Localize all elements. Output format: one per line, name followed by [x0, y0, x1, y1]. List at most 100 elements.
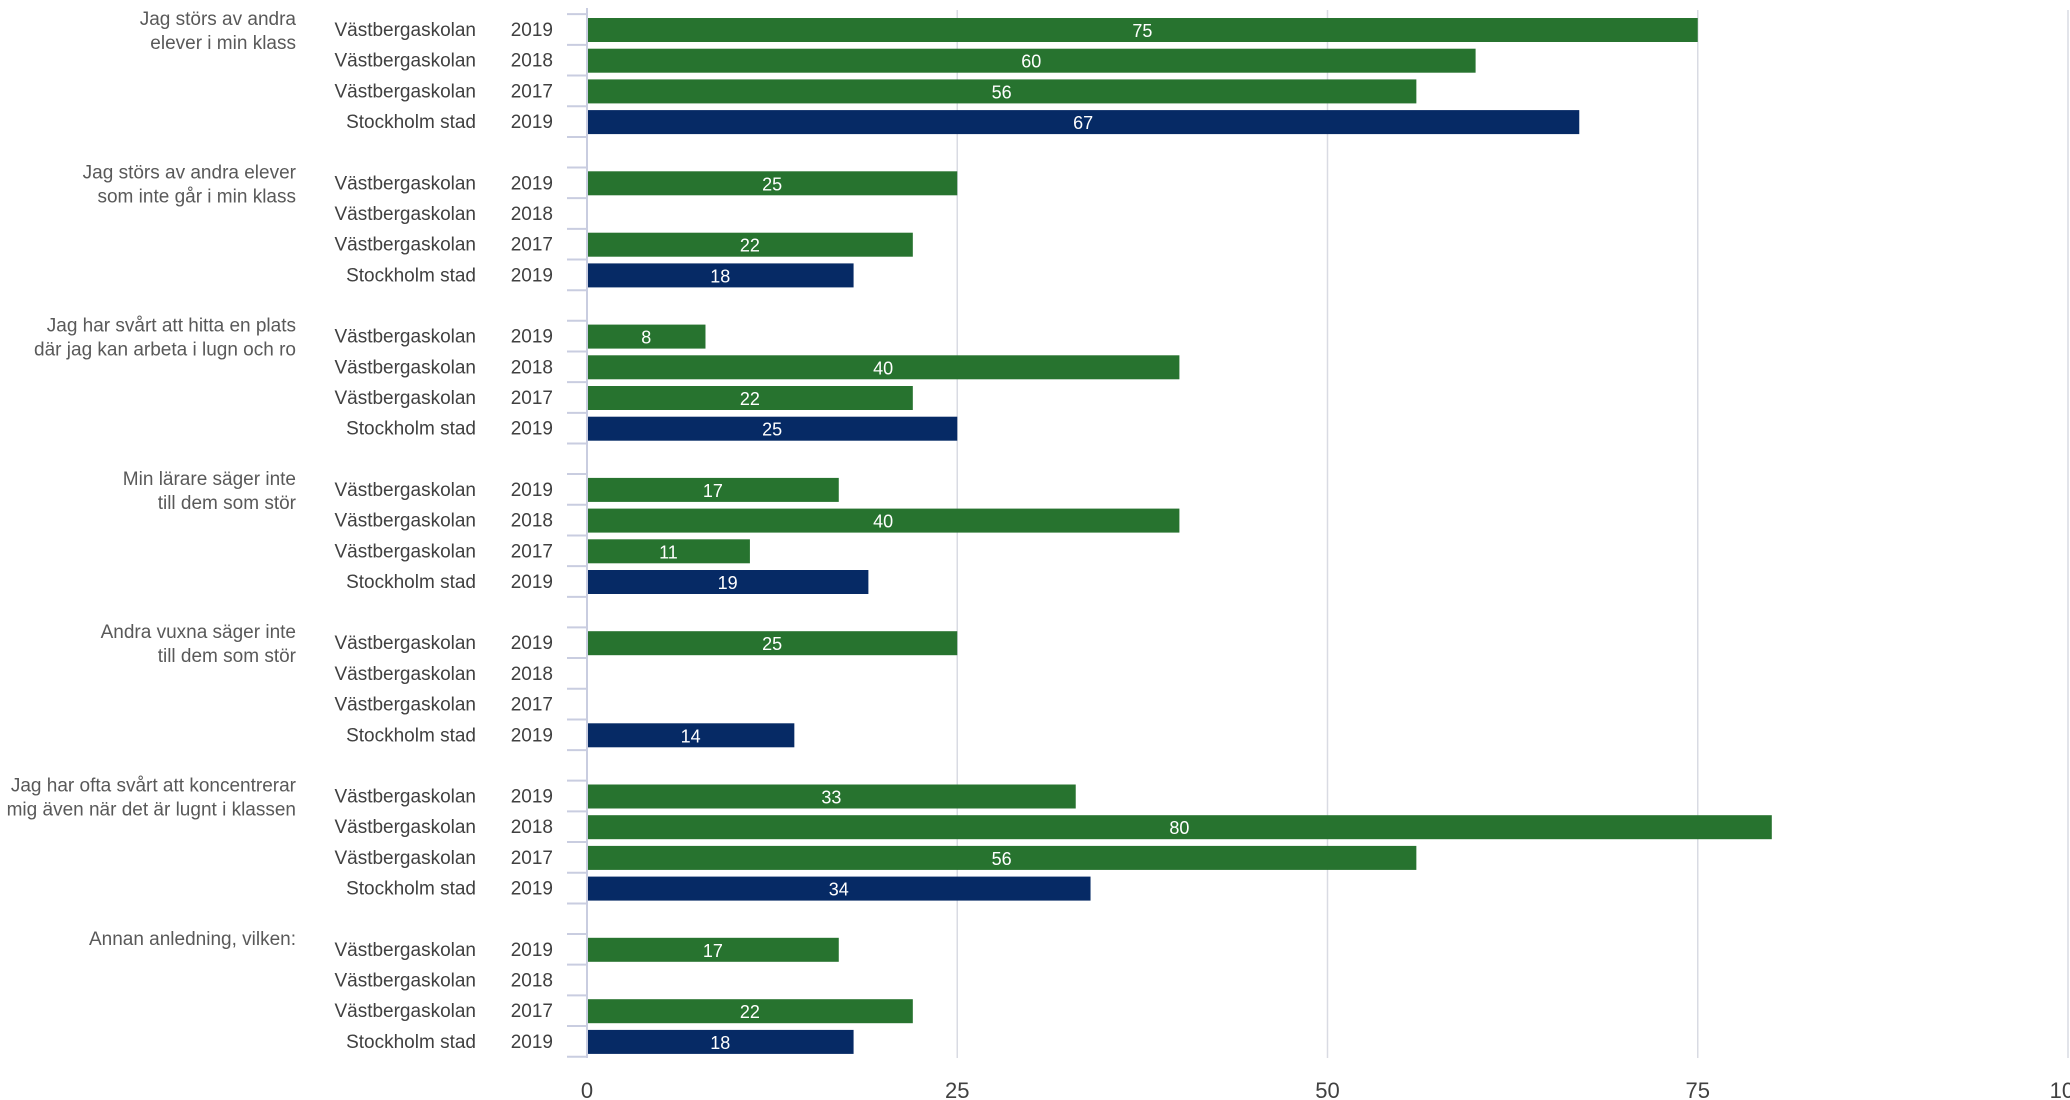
- data-label: 67: [1073, 113, 1093, 133]
- school-label: Västbergaskolan: [334, 20, 476, 41]
- bar: [587, 570, 869, 594]
- bar: [587, 631, 958, 656]
- data-label: 25: [762, 174, 782, 194]
- group-label: Jag störs av andra elever i min klass: [140, 9, 297, 54]
- data-label: 19: [718, 573, 738, 593]
- school-label: Västbergaskolan: [334, 787, 476, 808]
- bar: [587, 723, 795, 748]
- bar: [587, 355, 1180, 380]
- group-label: Jag har svårt att hitta en plats där jag …: [34, 316, 296, 361]
- category-labels: Jag störs av andra elever i min klass Väst…: [7, 9, 553, 1053]
- school-label: Västbergaskolan: [334, 848, 476, 869]
- data-label: 11: [659, 542, 678, 562]
- year-label: 2018: [511, 971, 553, 992]
- year-label: 2017: [511, 695, 553, 716]
- school-label: Västbergaskolan: [334, 388, 476, 409]
- data-label: 40: [873, 512, 893, 532]
- school-label: Västbergaskolan: [334, 327, 476, 348]
- school-label: Stockholm stad: [346, 1032, 476, 1053]
- school-label: Västbergaskolan: [334, 695, 476, 716]
- bars: 7560566725221884022251740111925143380563…: [587, 18, 1772, 1054]
- data-label: 80: [1169, 818, 1189, 838]
- data-label: 22: [740, 236, 760, 256]
- year-label: 2018: [511, 204, 553, 225]
- bar: [587, 508, 1180, 533]
- data-label: 34: [829, 880, 849, 900]
- data-label: 60: [1021, 52, 1041, 72]
- x-tick-label: 50: [1315, 1078, 1339, 1100]
- school-label: Stockholm stad: [346, 265, 476, 286]
- year-label: 2019: [511, 633, 553, 654]
- bar: [587, 324, 706, 349]
- year-label: 2019: [511, 265, 553, 286]
- year-label: 2019: [511, 879, 553, 900]
- school-label: Stockholm stad: [346, 572, 476, 593]
- x-tick-label: 75: [1686, 1078, 1710, 1100]
- year-label: 2017: [511, 235, 553, 256]
- year-label: 2017: [511, 541, 553, 562]
- school-label: Västbergaskolan: [334, 633, 476, 654]
- x-tick-label: 100: [2050, 1078, 2070, 1100]
- year-label: 2017: [511, 81, 553, 102]
- x-tick-label: 25: [945, 1078, 969, 1100]
- year-label: 2018: [511, 51, 553, 72]
- year-label: 2018: [511, 664, 553, 685]
- school-label: Västbergaskolan: [334, 664, 476, 685]
- bar: [587, 937, 839, 962]
- data-label: 75: [1132, 21, 1152, 41]
- school-label: Västbergaskolan: [334, 541, 476, 562]
- data-label: 17: [703, 941, 723, 961]
- bar: [587, 477, 839, 502]
- year-label: 2019: [511, 112, 553, 133]
- year-label: 2018: [511, 357, 553, 378]
- bar: [587, 845, 1417, 870]
- data-label: 18: [710, 1033, 730, 1053]
- year-label: 2017: [511, 1001, 553, 1022]
- gridlines: [956, 10, 2069, 1058]
- year-label: 2019: [511, 327, 553, 348]
- year-label: 2019: [511, 173, 553, 194]
- bar: [587, 876, 1091, 901]
- data-label: 56: [992, 849, 1012, 869]
- year-label: 2017: [511, 388, 553, 409]
- school-label: Västbergaskolan: [334, 51, 476, 72]
- data-label: 14: [681, 726, 701, 746]
- bar: [587, 171, 958, 196]
- bar: [587, 48, 1476, 73]
- data-label: 17: [703, 481, 723, 501]
- school-label: Västbergaskolan: [334, 511, 476, 532]
- data-label: 33: [821, 788, 841, 808]
- axes: 0 25 50 75 100: [567, 8, 2070, 1100]
- data-label: 40: [873, 358, 893, 378]
- bar: [587, 999, 913, 1024]
- bar: [587, 815, 1772, 840]
- data-label: 25: [762, 420, 782, 440]
- group-label: Annan anledning, vilken:: [89, 929, 296, 950]
- school-label: Stockholm stad: [346, 879, 476, 900]
- data-label: 25: [762, 634, 782, 654]
- year-label: 2019: [511, 1032, 553, 1053]
- bar: [587, 110, 1580, 135]
- year-label: 2019: [511, 480, 553, 501]
- year-label: 2019: [511, 940, 553, 961]
- school-label: Västbergaskolan: [334, 204, 476, 225]
- school-label: Västbergaskolan: [334, 817, 476, 838]
- x-tick-label: 0: [581, 1078, 593, 1100]
- bar: [587, 416, 958, 441]
- data-label: 56: [992, 82, 1012, 102]
- school-label: Västbergaskolan: [334, 940, 476, 961]
- school-label: Västbergaskolan: [334, 173, 476, 194]
- year-label: 2019: [511, 20, 553, 41]
- school-label: Västbergaskolan: [334, 357, 476, 378]
- school-label: Stockholm stad: [346, 112, 476, 133]
- group-label: Min lärare säger inte till dem som stör: [123, 469, 297, 514]
- year-label: 2018: [511, 817, 553, 838]
- data-label: 8: [641, 328, 651, 348]
- bar: [587, 79, 1417, 104]
- school-label: Stockholm stad: [346, 419, 476, 440]
- bar: [587, 386, 913, 410]
- data-label: 22: [740, 389, 760, 409]
- school-label: Västbergaskolan: [334, 480, 476, 501]
- group-label: Andra vuxna säger inte till dem som stör: [101, 622, 297, 667]
